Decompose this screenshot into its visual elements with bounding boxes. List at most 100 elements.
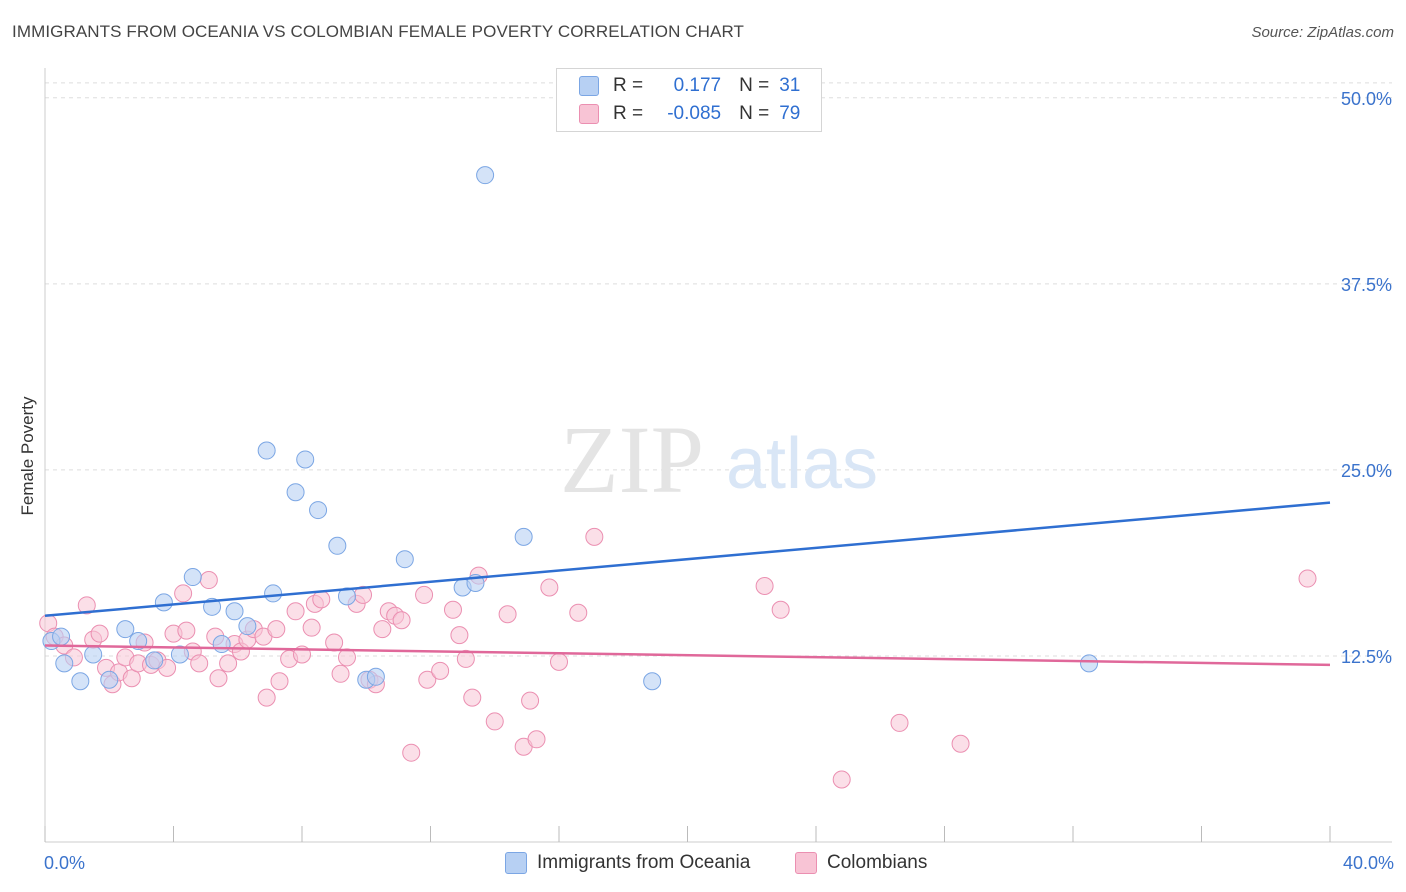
- oceania-point: [212, 635, 231, 654]
- colombians-point: [550, 652, 568, 671]
- colombians-point: [312, 590, 331, 609]
- colombians-point: [431, 661, 450, 680]
- colombians-point: [418, 670, 437, 689]
- colombians-point: [286, 602, 305, 621]
- axes: [44, 68, 1392, 843]
- r-value: 0.177: [673, 75, 722, 96]
- oceania-point: [395, 550, 414, 569]
- watermark-zip: ZIP: [560, 406, 704, 513]
- legend-label-colombians: Colombians: [827, 852, 928, 873]
- colombians-point: [77, 596, 96, 615]
- colombians-trend-line: [44, 644, 1331, 667]
- colombians-point: [199, 571, 218, 590]
- correlation-legend: R = 0.177 N = 31 R = -0.085 N = 79: [556, 68, 822, 132]
- oceania-point: [476, 166, 495, 185]
- colombians-point: [174, 584, 193, 603]
- oceania-point: [154, 593, 173, 612]
- colombians-point: [402, 743, 421, 762]
- r-label: R =: [613, 75, 644, 96]
- colombians-point: [832, 770, 851, 789]
- colombians-point: [569, 603, 588, 622]
- colombians-points: [39, 527, 1317, 789]
- colombians-point: [90, 624, 109, 643]
- colombians-point: [177, 621, 196, 640]
- y-tick-label: 37.5%: [1341, 275, 1392, 295]
- colombians-swatch: [795, 852, 817, 874]
- legend-row-oceania: R = 0.177 N = 31: [579, 74, 800, 98]
- colombians-point: [540, 578, 559, 597]
- oceania-point: [309, 501, 328, 520]
- trend-lines: [44, 501, 1331, 667]
- oceania-point: [296, 450, 315, 469]
- oceania-point: [55, 654, 74, 673]
- colombians-point: [498, 605, 517, 624]
- colombians-point: [521, 691, 540, 710]
- colombians-point: [267, 620, 286, 639]
- oceania-point: [514, 527, 533, 546]
- colombians-point: [219, 654, 238, 673]
- colombians-point: [373, 620, 392, 639]
- oceania-point: [328, 536, 347, 555]
- oceania-point: [84, 645, 103, 664]
- y-tick-label: 50.0%: [1341, 89, 1392, 109]
- colombians-point: [190, 654, 209, 673]
- colombians-point: [890, 713, 909, 732]
- colombians-point: [331, 664, 350, 683]
- colombians-point: [122, 669, 141, 688]
- colombians-point: [585, 527, 604, 546]
- x-axis-max-label: 40.0%: [1342, 853, 1394, 873]
- colombians-point: [392, 611, 411, 630]
- r-label: R =: [613, 103, 644, 124]
- oceania-point: [238, 617, 257, 636]
- legend-label-oceania: Immigrants from Oceania: [537, 852, 751, 873]
- y-tick-label: 25.0%: [1341, 461, 1392, 481]
- n-value: 31: [779, 75, 801, 96]
- colombians-point: [443, 600, 462, 619]
- legend-item-oceania: Immigrants from Oceania: [505, 852, 750, 874]
- series-legend: Immigrants from Oceania Colombians: [0, 852, 1406, 878]
- colombians-point: [325, 633, 344, 652]
- oceania-point: [1080, 654, 1099, 673]
- colombians-point: [456, 649, 475, 668]
- colombians-point: [209, 669, 228, 688]
- oceania-point: [129, 632, 148, 651]
- oceania-point: [170, 645, 189, 664]
- oceania-point: [71, 672, 90, 691]
- oceania-point: [145, 651, 164, 670]
- chart-title: IMMIGRANTS FROM OCEANIA VS COLOMBIAN FEM…: [12, 22, 745, 41]
- oceania-swatch: [579, 76, 599, 96]
- oceania-point: [366, 667, 385, 686]
- colombians-point: [485, 712, 504, 731]
- oceania-trend-line: [44, 501, 1331, 617]
- colombians-point: [257, 688, 276, 707]
- colombians-point: [463, 688, 482, 707]
- y-tick-labels: 12.5% 25.0% 37.5% 50.0%: [1341, 89, 1392, 667]
- n-label: N =: [739, 103, 770, 124]
- n-label: N =: [739, 75, 770, 96]
- gridlines: [45, 82, 1392, 657]
- oceania-point: [116, 620, 135, 639]
- r-value: -0.085: [667, 103, 722, 124]
- oceania-point: [643, 672, 662, 691]
- legend-item-colombians: Colombians: [795, 852, 927, 874]
- oceania-point: [337, 587, 356, 606]
- source-label: Source: ZipAtlas.com: [1251, 24, 1394, 41]
- watermark: ZIP atlas: [560, 406, 878, 513]
- oceania-swatch: [505, 852, 527, 874]
- x-axis-min-label: 0.0%: [44, 853, 86, 873]
- colombians-point: [527, 730, 546, 749]
- oceania-points: [42, 166, 1099, 691]
- oceania-point: [52, 627, 71, 646]
- colombians-point: [450, 626, 469, 645]
- colombians-point: [302, 618, 321, 637]
- legend-row-colombians: R = -0.085 N = 79: [579, 102, 800, 126]
- colombians-point: [415, 585, 434, 604]
- colombians-point: [1298, 569, 1317, 588]
- colombians-point: [337, 648, 356, 667]
- colombians-point: [270, 672, 289, 691]
- oceania-point: [100, 670, 119, 689]
- oceania-point: [264, 584, 283, 603]
- oceania-point: [225, 602, 244, 621]
- oceania-point: [257, 441, 276, 460]
